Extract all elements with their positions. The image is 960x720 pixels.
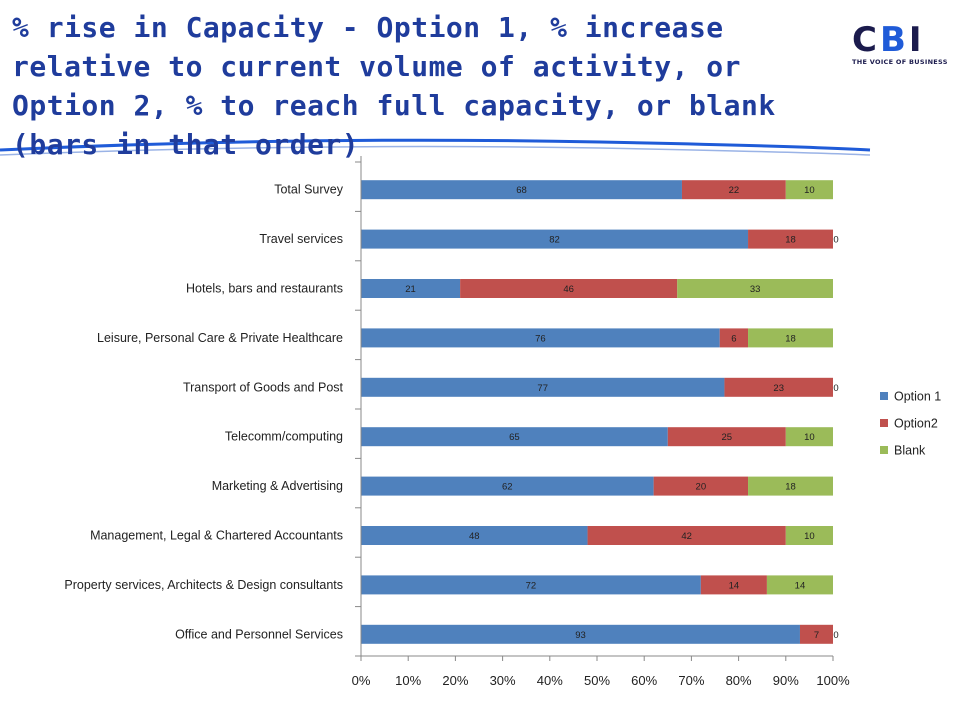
bar-segment: [785, 427, 833, 447]
legend-label: Option 1: [894, 390, 941, 404]
category-label: Travel services: [259, 232, 343, 246]
category-label: Telecomm/computing: [225, 430, 343, 444]
bar-segment: [361, 526, 588, 545]
data-label: 14: [795, 580, 806, 591]
data-label: 72: [526, 580, 537, 591]
data-label: 65: [509, 432, 520, 443]
bar-segment: [361, 229, 749, 249]
bar-segment: [785, 180, 833, 200]
bar-segment: [361, 575, 701, 595]
x-tick-label: 90%: [773, 673, 799, 688]
legend-swatch: [880, 419, 888, 427]
category-label: Property services, Architects & Design c…: [64, 578, 343, 592]
x-tick-label: 20%: [442, 673, 468, 688]
x-tick-label: 100%: [816, 673, 850, 688]
data-label: 0: [833, 235, 838, 246]
bar-segment: [361, 476, 654, 496]
data-label: 46: [563, 284, 574, 295]
data-label: 18: [785, 235, 796, 246]
bar-segment: [653, 476, 749, 496]
bar-segment: [748, 476, 833, 496]
data-label: 0: [833, 383, 838, 394]
data-label: 23: [773, 383, 784, 394]
x-tick-label: 50%: [584, 673, 610, 688]
bar-segment: [361, 427, 668, 447]
bar-segment: [681, 180, 786, 200]
bar-segment: [361, 279, 461, 298]
bar-segment: [719, 328, 749, 348]
cbi-logo: CBI THE VOICE OF BUSINESS: [852, 22, 952, 70]
data-label: 18: [785, 333, 796, 344]
data-label: 10: [804, 531, 815, 542]
bar-segment: [799, 624, 833, 644]
axes: 0% 10% 20% 30% 40% 50% 60% 70% 80% 90% 100%: [352, 156, 850, 688]
x-tick-label: 80%: [726, 673, 752, 688]
category-label: Marketing & Advertising: [212, 479, 343, 493]
data-label: 21: [405, 284, 416, 295]
logo-tagline: THE VOICE OF BUSINESS: [852, 58, 948, 66]
bar-segment: [748, 229, 833, 249]
bar-segment: [724, 377, 833, 397]
legend-swatch: [880, 392, 888, 400]
bar-segment: [460, 279, 678, 298]
data-label: 77: [537, 383, 548, 394]
data-label: 76: [535, 333, 546, 344]
data-label: 10: [804, 432, 815, 443]
legend-swatch: [880, 446, 888, 454]
bar-segment: [667, 427, 786, 447]
data-label: 10: [804, 185, 815, 196]
x-tick-label: 40%: [537, 673, 563, 688]
bar-segment: [361, 328, 720, 348]
logo-mark: CBI: [852, 22, 952, 58]
data-label: 68: [516, 185, 527, 196]
bar-segment: [785, 526, 833, 545]
logo-letter: B: [879, 20, 909, 60]
data-label: 6: [731, 333, 736, 344]
data-label: 7: [814, 630, 819, 641]
category-label: Transport of Goods and Post: [183, 380, 344, 394]
data-label: 82: [549, 235, 560, 246]
data-label: 62: [502, 482, 513, 493]
data-label: 33: [750, 284, 761, 295]
x-tick-label: 70%: [678, 673, 704, 688]
data-label: 20: [696, 482, 707, 493]
data-label: 18: [785, 482, 796, 493]
bar-segment: [361, 377, 725, 397]
data-label: 48: [469, 531, 480, 542]
data-label: 22: [729, 185, 740, 196]
bar-segment: [766, 575, 833, 595]
bar-segment: [677, 279, 833, 298]
x-tick-label: 0%: [352, 673, 371, 688]
data-label: 42: [681, 531, 692, 542]
data-label: 93: [575, 630, 586, 641]
legend-label: Blank: [894, 444, 926, 458]
legend: Option 1 Option2 Blank: [880, 390, 941, 458]
x-tick-label: 30%: [490, 673, 516, 688]
data-label: 25: [722, 432, 733, 443]
bars-layer: 68 22 10 82 18 0 21 46 33 76 6 18 77 23 0 65 25 10 62 20 18 4…: [361, 180, 839, 644]
data-label: 0: [833, 630, 838, 641]
category-labels: Total Survey Travel services Hotels, bars …: [64, 183, 343, 642]
bar-segment: [361, 180, 682, 200]
category-label: Management, Legal & Chartered Accountant…: [90, 529, 343, 543]
bar-segment: [361, 624, 800, 644]
bar-segment: [748, 328, 833, 348]
data-label: 14: [729, 580, 740, 591]
bar-segment: [700, 575, 767, 595]
bar-segment: [587, 526, 786, 545]
category-label: Office and Personnel Services: [175, 627, 343, 641]
category-label: Leisure, Personal Care & Private Healthc…: [97, 331, 343, 345]
x-tick-label: 10%: [395, 673, 421, 688]
logo-letter: C: [852, 20, 880, 60]
x-tick-label: 60%: [631, 673, 657, 688]
logo-letter: I: [908, 20, 925, 60]
category-label: Hotels, bars and restaurants: [186, 282, 343, 296]
category-label: Total Survey: [274, 183, 344, 197]
slide-title: % rise in Capacity - Option 1, % increas…: [12, 11, 776, 161]
legend-label: Option2: [894, 417, 938, 431]
